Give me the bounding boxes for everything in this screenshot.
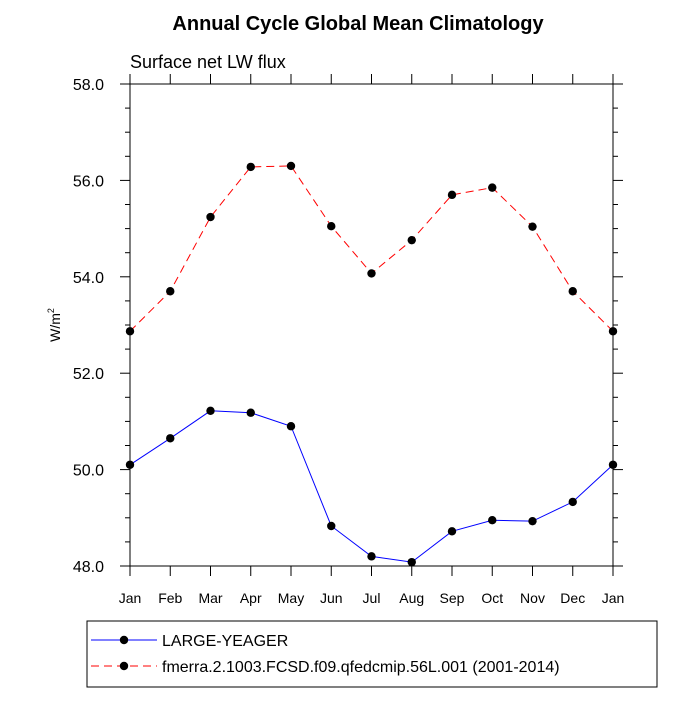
legend: LARGE-YEAGER fmerra.2.1003.FCSD.f09.qfedc… xyxy=(91,633,560,676)
x-tick-label: Nov xyxy=(520,590,545,606)
series-layer xyxy=(125,161,618,567)
data-point xyxy=(608,460,618,469)
series-2 xyxy=(125,161,618,336)
y-tick-label: 54.0 xyxy=(73,270,104,287)
legend-item-2: fmerra.2.1003.FCSD.f09.qfedcmip.56L.001 … xyxy=(91,659,560,676)
data-point xyxy=(407,235,416,245)
data-point xyxy=(608,327,618,336)
y-tick-label: 52.0 xyxy=(73,366,104,383)
x-tick-label: May xyxy=(278,590,304,606)
legend-item-1: LARGE-YEAGER xyxy=(91,633,288,650)
data-point xyxy=(286,422,296,431)
legend-label: fmerra.2.1003.FCSD.f09.qfedcmip.56L.001 … xyxy=(162,659,560,676)
x-tick-label: Dec xyxy=(560,590,585,606)
x-tick-label: Feb xyxy=(158,590,182,606)
data-point xyxy=(488,183,497,192)
series-1 xyxy=(125,406,618,567)
y-tick-label: 58.0 xyxy=(73,77,104,94)
data-point xyxy=(327,221,336,231)
data-point xyxy=(367,552,376,561)
data-point xyxy=(125,327,135,336)
y-axis-label-superscript: 2 xyxy=(46,308,56,313)
data-point xyxy=(246,408,255,417)
legend-label: LARGE-YEAGER xyxy=(162,633,288,650)
y-axis-label: W/m2 xyxy=(46,308,63,342)
y-tick-label: 50.0 xyxy=(73,463,104,480)
data-point xyxy=(166,287,175,296)
data-point xyxy=(528,516,537,526)
x-tick-label: Apr xyxy=(240,590,262,606)
x-tick-label: Mar xyxy=(198,590,222,606)
x-tick-label: Aug xyxy=(399,590,424,606)
data-point xyxy=(367,269,376,278)
x-tick-label: Jan xyxy=(119,590,142,606)
data-point xyxy=(166,434,175,443)
data-point xyxy=(206,212,215,222)
data-point xyxy=(568,497,577,507)
y-tick-label: 56.0 xyxy=(73,173,104,190)
data-point xyxy=(528,222,537,231)
axes: 48.0 50.0 52.0 54.0 56.0 58.0 Jan Feb Mar Apr May J… xyxy=(73,74,624,606)
plot-frame xyxy=(129,83,614,567)
data-point xyxy=(488,516,497,525)
x-tick-label: Jul xyxy=(363,590,381,606)
series-line xyxy=(129,410,614,563)
data-point xyxy=(327,521,336,531)
data-point xyxy=(568,287,577,296)
legend-marker xyxy=(119,661,129,671)
data-point xyxy=(125,460,135,469)
y-tick-label: 48.0 xyxy=(73,559,104,576)
legend-marker xyxy=(119,635,129,645)
data-point xyxy=(447,190,457,200)
series-line xyxy=(129,165,614,332)
x-tick-label: Jan xyxy=(602,590,625,606)
y-axis-label-base: W/m xyxy=(47,313,63,342)
x-tick-label: Oct xyxy=(481,590,503,606)
data-point xyxy=(286,161,296,171)
x-tick-label: Sep xyxy=(440,590,465,606)
data-point xyxy=(447,527,457,536)
data-point xyxy=(246,162,255,172)
x-tick-label: Jun xyxy=(320,590,343,606)
chart-subtitle: Surface net LW flux xyxy=(130,52,286,72)
legend-box xyxy=(86,620,658,688)
chart-title: Annual Cycle Global Mean Climatology xyxy=(172,13,544,35)
data-point xyxy=(407,557,416,567)
data-point xyxy=(206,406,215,415)
